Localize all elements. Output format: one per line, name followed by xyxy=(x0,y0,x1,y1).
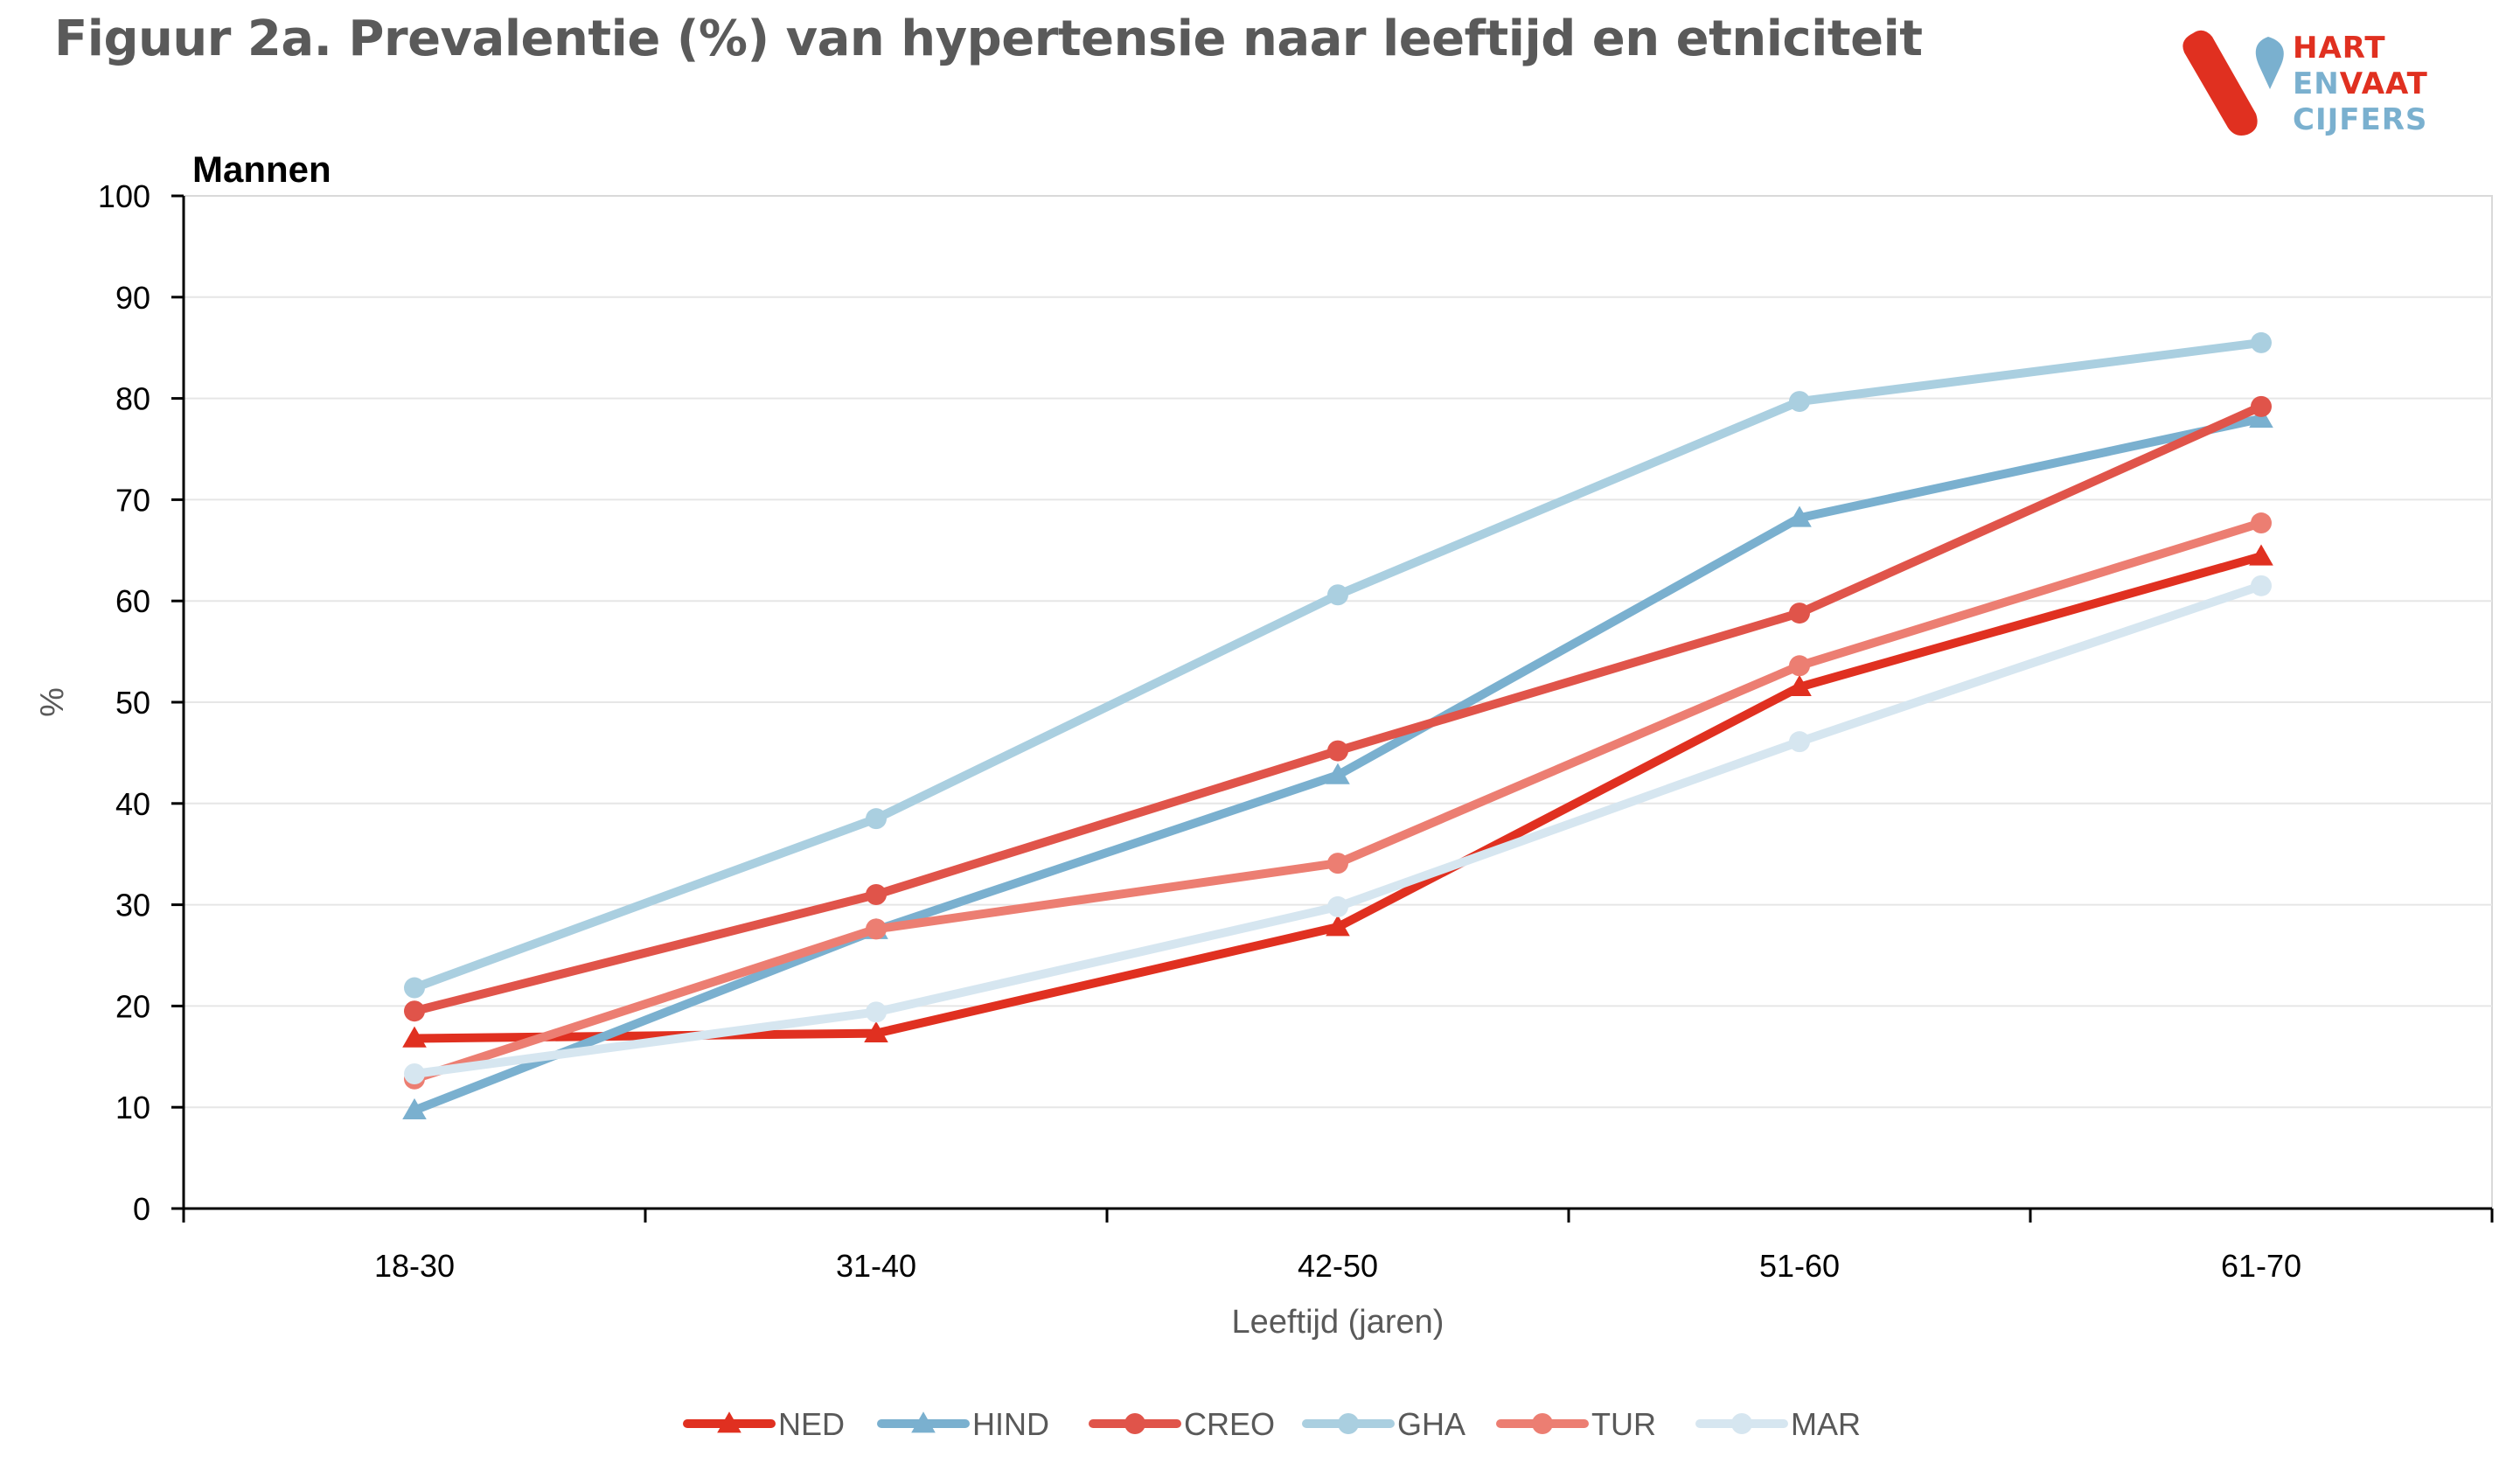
x-tick-label: 51-60 xyxy=(1759,1248,1840,1284)
data-point-gha xyxy=(404,977,425,999)
logo-line1: HART xyxy=(2293,31,2386,66)
legend-label-creo: CREO xyxy=(1184,1406,1275,1442)
data-point-hind xyxy=(1326,763,1350,784)
y-tick-label: 90 xyxy=(115,280,150,316)
data-point-hind xyxy=(402,1097,427,1120)
y-tick-label: 0 xyxy=(133,1191,150,1227)
data-point-creo xyxy=(866,884,887,906)
x-tick-label: 42-50 xyxy=(1298,1248,1378,1284)
data-point-gha xyxy=(1327,584,1348,606)
data-point-ned xyxy=(2249,544,2273,566)
legend-marker-tur xyxy=(1532,1413,1553,1434)
data-point-mar xyxy=(866,1001,887,1023)
data-point-hind xyxy=(1787,505,1812,527)
data-point-mar xyxy=(2251,575,2272,596)
legend-label-mar: MAR xyxy=(1791,1406,1861,1442)
legend-label-gha: GHA xyxy=(1397,1406,1465,1442)
data-point-tur xyxy=(2251,512,2272,534)
y-tick-label: 100 xyxy=(98,178,150,214)
logo-line2: ENVAAT xyxy=(2293,66,2428,101)
y-tick-label: 80 xyxy=(115,381,150,417)
y-axis-title: % xyxy=(34,687,71,717)
data-point-mar xyxy=(404,1062,425,1084)
data-point-tur xyxy=(1327,853,1348,874)
series-line-gha xyxy=(410,338,2266,993)
y-tick-label: 20 xyxy=(115,988,150,1024)
data-point-tur xyxy=(1789,655,1810,677)
y-tick-label: 50 xyxy=(115,685,150,721)
data-point-gha xyxy=(2251,331,2272,353)
legend-label-ned: NED xyxy=(778,1406,845,1442)
data-point-creo xyxy=(404,1000,425,1022)
x-tick-label: 61-70 xyxy=(2221,1248,2301,1284)
series-line-ned xyxy=(410,552,2266,1043)
page-title: Figuur 2a. Prevalentie (%) van hypertens… xyxy=(54,10,1923,67)
data-point-creo xyxy=(1789,603,1810,624)
legend-marker-gha xyxy=(1338,1413,1359,1434)
logo-line3: CIJFERS xyxy=(2293,102,2427,137)
legend-marker-ned xyxy=(717,1411,741,1433)
data-point-mar xyxy=(1327,895,1348,917)
data-point-gha xyxy=(866,808,887,830)
legend-marker-hind xyxy=(911,1411,936,1433)
data-point-creo xyxy=(1327,740,1348,762)
data-point-ned xyxy=(1326,915,1350,937)
data-point-ned xyxy=(1787,674,1812,696)
chart-subtitle: Mannen xyxy=(192,149,331,190)
y-tick-label: 60 xyxy=(115,583,150,619)
logo-mark-icon xyxy=(2182,30,2284,136)
y-tick-label: 10 xyxy=(115,1090,150,1125)
x-tick-label: 31-40 xyxy=(836,1248,916,1284)
logo-line2-a: EN xyxy=(2293,66,2340,101)
x-tick-label: 18-30 xyxy=(374,1248,455,1284)
data-point-ned xyxy=(864,1021,888,1043)
data-point-ned xyxy=(402,1026,427,1048)
data-point-hind xyxy=(2249,406,2273,428)
y-tick-label: 40 xyxy=(115,786,150,822)
y-tick-label: 70 xyxy=(115,482,150,518)
y-tick-label: 30 xyxy=(115,888,150,923)
data-point-creo xyxy=(2251,395,2272,417)
legend-marker-mar xyxy=(1731,1413,1752,1434)
legend-label-tur: TUR xyxy=(1591,1406,1656,1442)
hart-en-vaat-cijfers-logo: HART ENVAAT CIJFERS xyxy=(2182,30,2428,137)
data-point-mar xyxy=(1789,731,1810,753)
x-axis-title: Leeftijd (jaren) xyxy=(1232,1304,1444,1341)
series-line-tur xyxy=(410,519,2266,1083)
legend-marker-creo xyxy=(1124,1413,1145,1434)
logo-line2-b: VAAT xyxy=(2340,66,2428,101)
data-point-tur xyxy=(866,918,887,940)
data-point-gha xyxy=(1789,391,1810,413)
legend-label-hind: HIND xyxy=(972,1406,1049,1442)
